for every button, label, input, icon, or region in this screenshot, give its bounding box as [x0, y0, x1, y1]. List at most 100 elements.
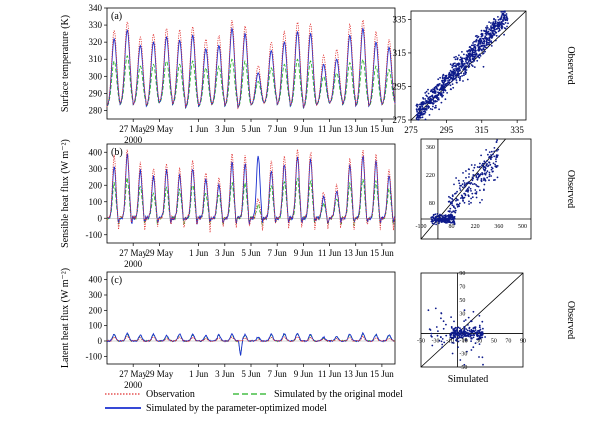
y-axis-label: Surface temperature (K)	[60, 15, 71, 112]
scatter-point	[468, 182, 470, 185]
scatter-point	[457, 179, 460, 182]
scatter-point	[479, 40, 482, 43]
scatter-point	[479, 47, 481, 50]
scatter-point	[493, 18, 495, 21]
scatter-point	[470, 47, 473, 50]
scatter-point	[452, 342, 455, 344]
scatter-point	[440, 219, 443, 222]
scatter-point	[468, 334, 471, 336]
scatter-point	[473, 51, 476, 54]
scatter-point	[474, 43, 476, 46]
scatter-point	[423, 110, 426, 113]
scatter-point	[447, 83, 450, 86]
scatter-point	[480, 35, 483, 38]
scatter-point	[467, 335, 470, 338]
scatter-point	[454, 74, 457, 77]
scatter-point	[475, 49, 477, 52]
scatter-point	[486, 159, 488, 162]
scatter-point	[443, 79, 445, 82]
scatter-point	[440, 86, 443, 89]
scatter-point	[470, 182, 473, 184]
x-tick-label: 11 Jun	[318, 369, 342, 379]
scatter-point	[471, 176, 474, 179]
scatter-point	[434, 100, 437, 103]
scatter-point	[482, 179, 485, 181]
scatter-point	[470, 197, 472, 200]
scatter-x-tick-label: 30	[476, 338, 482, 344]
scatter-point	[425, 94, 428, 97]
scatter-point	[479, 328, 482, 331]
scatter-point	[458, 54, 460, 57]
scatter-point	[470, 349, 473, 351]
scatter-point	[431, 220, 434, 223]
scatter-point	[450, 76, 453, 79]
scatter-point	[434, 104, 437, 107]
scatter-point	[483, 160, 486, 163]
scatter-point	[490, 22, 492, 24]
scatter-point	[506, 17, 509, 20]
scatter-point	[495, 166, 497, 168]
scatter-point	[434, 91, 437, 93]
scatter-point	[424, 118, 427, 121]
scatter-point	[494, 163, 496, 166]
scatter-point	[468, 330, 471, 332]
scatter-point	[487, 43, 489, 46]
scatter-point	[492, 22, 495, 25]
scatter-point	[455, 64, 457, 66]
scatter-point	[463, 57, 466, 60]
scatter-point	[459, 359, 462, 361]
scatter-point	[501, 13, 504, 16]
scatter-point	[423, 112, 426, 115]
scatter-point	[485, 149, 487, 151]
scatter-y-tick-label: -50	[459, 365, 467, 371]
scatter-point	[433, 86, 436, 89]
scatter-point	[470, 320, 473, 323]
scatter-x-tick-label: -30	[432, 338, 440, 344]
scatter-point	[477, 329, 479, 332]
scatter-y-tick-label: -10	[459, 338, 467, 344]
scatter-point	[462, 180, 465, 182]
scatter-point	[504, 18, 506, 20]
x-tick-label: 9 Jun	[294, 124, 314, 134]
scatter-b: -100 80 220 360 500 80 220 360 Observed	[416, 138, 576, 240]
scatter-point	[466, 187, 469, 190]
scatter-point	[490, 175, 492, 177]
scatter-point	[494, 19, 497, 21]
scatter-point	[466, 78, 469, 81]
scatter-point	[453, 328, 456, 330]
scatter-point	[447, 200, 450, 203]
scatter-point	[459, 63, 461, 65]
scatter-point	[459, 330, 461, 333]
scatter-point	[451, 197, 453, 200]
scatter-point	[489, 32, 492, 35]
scatter-point	[416, 105, 419, 108]
scatter-point	[502, 20, 505, 22]
x-tick-label: 11 Jun	[318, 124, 342, 134]
scatter-point	[473, 166, 476, 169]
scatter-point	[434, 307, 437, 310]
scatter-x-tick-label: 275	[404, 125, 418, 135]
scatter-point	[431, 98, 433, 101]
scatter-point	[507, 22, 509, 25]
scatter-point	[468, 203, 470, 205]
y-tick-label: -100	[86, 351, 103, 361]
scatter-point	[425, 90, 428, 93]
scatter-point	[454, 211, 457, 214]
y-tick-label: 300	[89, 290, 103, 300]
scatter-point	[491, 34, 493, 37]
scatter-point	[456, 205, 459, 208]
scatter-point	[494, 31, 497, 34]
scatter-point	[490, 168, 493, 171]
scatter-point	[480, 29, 483, 32]
scatter-point	[438, 222, 440, 225]
scatter-point	[475, 331, 478, 334]
scatter-point	[470, 201, 472, 204]
scatter-point	[449, 221, 452, 224]
scatter-point	[475, 192, 478, 195]
scatter-point	[506, 25, 508, 28]
scatter-point	[482, 47, 485, 50]
scatter-point	[453, 183, 455, 186]
scatter-point	[431, 89, 433, 92]
scatter-point	[453, 222, 456, 225]
scatter-point	[472, 53, 475, 56]
